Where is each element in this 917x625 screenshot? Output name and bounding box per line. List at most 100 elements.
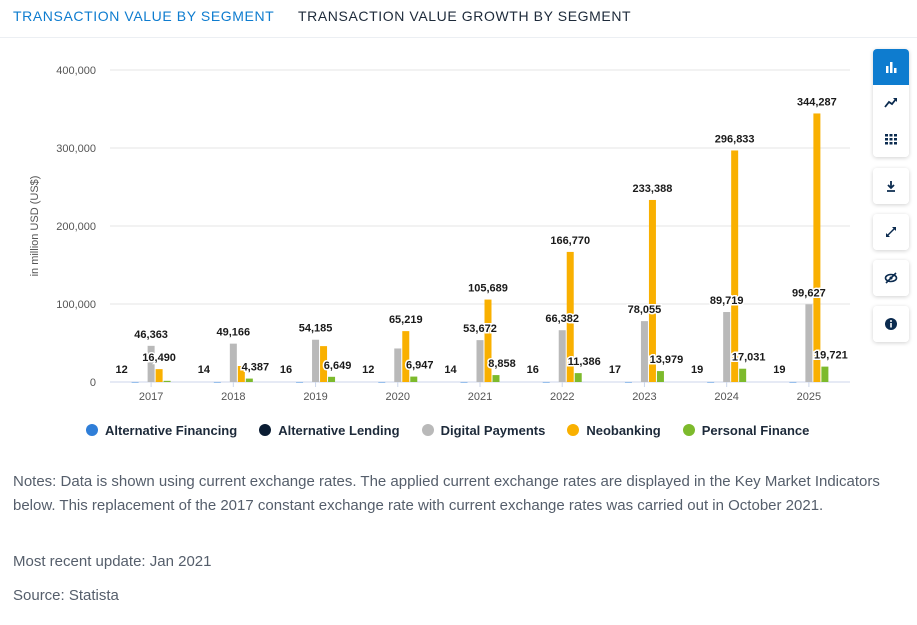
table-view-button[interactable] (873, 121, 909, 157)
y-axis-title: in million USD (US$) (29, 176, 41, 277)
data-label: 12 (115, 364, 127, 376)
data-label: 13,979 (650, 354, 684, 366)
tab-transaction-value[interactable]: TRANSACTION VALUE BY SEGMENT (13, 8, 275, 24)
bar-digital-payments (394, 348, 402, 382)
data-label: 54,185 (299, 323, 333, 335)
bar-alternative-financing (624, 381, 632, 383)
data-label: 19 (773, 364, 785, 376)
bar-chart-button[interactable] (873, 49, 909, 85)
expand-group (873, 214, 909, 250)
legend-dot (682, 424, 695, 436)
info-group (873, 306, 909, 342)
data-label: 4,387 (242, 362, 270, 374)
data-label: 12 (362, 364, 374, 376)
data-label: 89,719 (710, 295, 744, 307)
bar-alternative-financing (789, 381, 797, 383)
data-label: 16,490 (142, 352, 176, 364)
x-tick-label: 2019 (303, 391, 327, 403)
data-label: 17,031 (732, 352, 766, 364)
bar-digital-payments (805, 304, 813, 382)
bar-digital-payments (558, 330, 566, 382)
legend-label: Alternative Financing (105, 422, 238, 438)
data-label: 46,363 (134, 329, 168, 341)
data-label: 66,382 (545, 313, 579, 325)
bar-alternative-financing (213, 381, 221, 383)
info-button[interactable] (873, 306, 909, 342)
bar-digital-payments (640, 321, 648, 382)
x-tick-label: 2021 (468, 391, 492, 403)
y-tick-label: 100,000 (56, 299, 96, 311)
legend-label: Alternative Lending (278, 422, 400, 438)
data-label: 53,672 (463, 323, 497, 335)
data-label: 8,858 (488, 358, 516, 370)
legend-item-digital-payments[interactable]: Digital Payments (421, 423, 545, 438)
data-label: 6,649 (324, 360, 352, 372)
bar-chart: 0 100,000 200,000 300,000 400,000 in million … (29, 65, 850, 403)
bar-alternative-financing (296, 381, 304, 383)
source-info: Source: Statista (13, 587, 119, 604)
data-label: 105,689 (468, 283, 508, 295)
bar-digital-payments (229, 343, 237, 382)
data-label: 6,947 (406, 360, 434, 372)
expand-button[interactable] (873, 214, 909, 250)
legend-item-personal-finance[interactable]: Personal Finance (682, 422, 810, 438)
bar-alternative-financing (542, 381, 550, 383)
download-icon (887, 181, 895, 192)
bar-personal-finance (245, 378, 253, 382)
bar-personal-finance (739, 368, 747, 382)
chart-legend: Alternative Financing Alternative Lendin… (86, 421, 831, 439)
bar-neobanking (813, 113, 821, 382)
x-tick-label: 2018 (221, 391, 245, 403)
y-tick-label: 300,000 (56, 143, 96, 155)
x-tick-label: 2022 (550, 391, 574, 403)
expand-icon (886, 227, 896, 237)
data-label: 78,055 (628, 304, 662, 316)
bar-neobanking (402, 331, 410, 382)
legend-item-alternative-financing[interactable]: Alternative Financing (86, 423, 237, 438)
y-tick-label: 200,000 (56, 221, 96, 233)
bar-personal-finance (163, 380, 171, 382)
y-tick-label: 400,000 (56, 65, 96, 77)
bar-neobanking (320, 346, 328, 382)
data-label: 19,721 (814, 350, 848, 362)
data-label: 11,386 (568, 356, 601, 368)
bar-neobanking (731, 150, 739, 382)
x-tick-label: 2025 (797, 391, 821, 403)
x-tick-label: 2024 (714, 391, 738, 403)
legend-item-alternative-lending[interactable]: Alternative Lending (259, 422, 400, 438)
data-label: 14 (198, 364, 211, 376)
data-label: 49,166 (217, 327, 251, 339)
bar-personal-finance (410, 376, 418, 382)
x-tick-label: 2017 (139, 391, 163, 403)
data-label: 14 (444, 364, 457, 376)
hide-icon (884, 272, 898, 284)
update-info: Most recent update: Jan 2021 (13, 553, 212, 570)
bar-personal-finance (492, 375, 500, 382)
hide-group (873, 260, 909, 296)
data-label: 344,287 (797, 96, 837, 108)
line-chart-button[interactable] (873, 85, 909, 121)
bar-personal-finance (574, 373, 582, 382)
download-button[interactable] (873, 168, 909, 204)
bar-neobanking (484, 299, 492, 382)
bar-neobanking (237, 366, 245, 382)
legend-dot (567, 424, 580, 436)
bar-alternative-financing (707, 381, 715, 383)
data-label: 99,627 (792, 287, 826, 299)
legend-label: Personal Finance (701, 422, 810, 438)
bar-neobanking (566, 251, 574, 382)
y-tick-label: 0 (90, 377, 96, 389)
legend-dot (86, 424, 98, 436)
bar-personal-finance (821, 366, 829, 382)
bar-alternative-financing (460, 381, 468, 383)
hide-button[interactable] (873, 260, 909, 296)
table-icon (885, 134, 897, 145)
bar-digital-payments (476, 340, 484, 382)
legend-dot (421, 424, 434, 436)
chart-type-group (873, 49, 909, 157)
bar-alternative-financing (131, 381, 139, 383)
tab-transaction-value-growth[interactable]: TRANSACTION VALUE GROWTH BY SEGMENT (298, 8, 632, 24)
legend-item-neobanking[interactable]: Neobanking (567, 423, 661, 438)
data-label: 16 (527, 364, 539, 376)
tab-bar: TRANSACTION VALUE BY SEGMENT TRANSACTION… (0, 0, 917, 38)
